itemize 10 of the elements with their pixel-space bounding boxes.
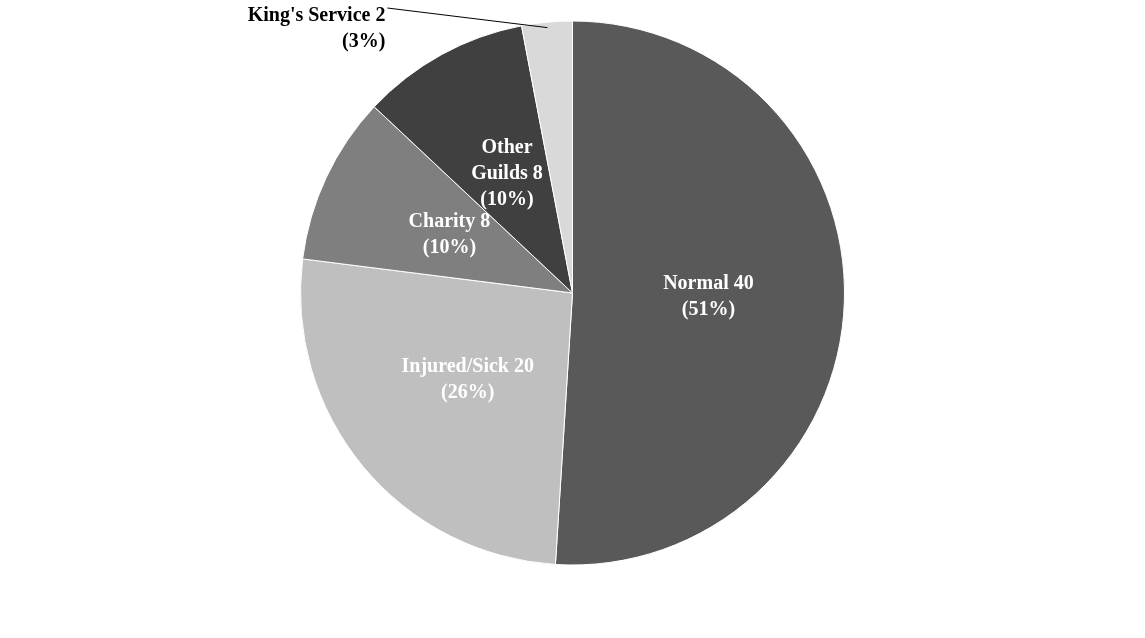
slice-label: Injured/Sick 20 — [401, 353, 534, 377]
slice-label: King's Service 2 — [247, 3, 386, 27]
data-label: (10%) — [422, 235, 477, 259]
slice-label: Charity 8 — [408, 209, 491, 233]
data-label: (10%) — [480, 186, 534, 210]
data-label: (26%) — [441, 379, 495, 403]
slice-label: Normal 40 — [663, 271, 754, 294]
data-label: (51%) — [681, 297, 736, 321]
data-label: (3%) — [342, 29, 386, 53]
slice-label: Other Guilds 8 — [471, 134, 543, 183]
